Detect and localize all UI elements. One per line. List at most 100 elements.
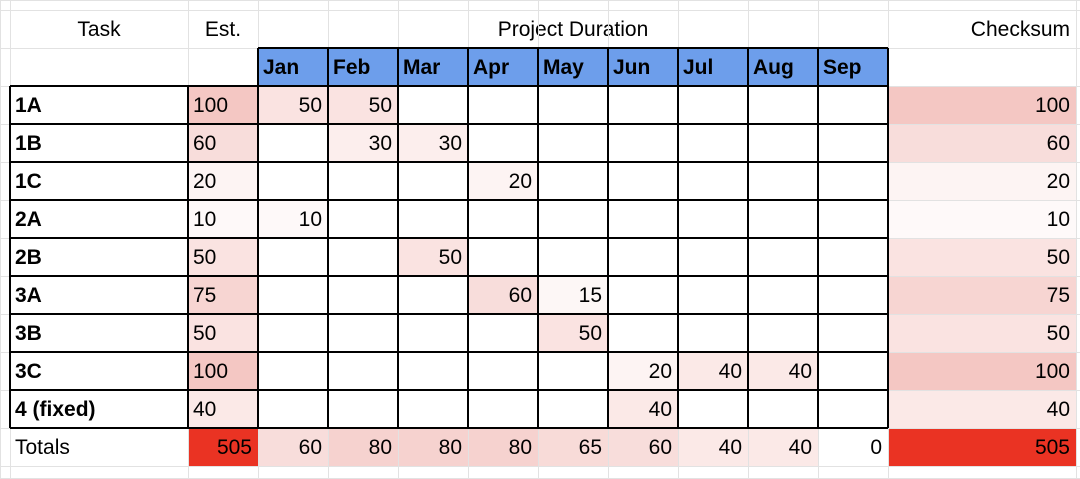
month-value-cell[interactable] bbox=[258, 238, 328, 276]
month-value-cell[interactable] bbox=[678, 314, 748, 352]
month-value-cell[interactable] bbox=[538, 238, 608, 276]
month-header-jun[interactable]: Jun bbox=[608, 48, 678, 86]
header-project-duration[interactable]: Project Duration bbox=[497, 17, 649, 41]
month-value-cell[interactable] bbox=[468, 238, 538, 276]
month-value-cell[interactable] bbox=[398, 162, 468, 200]
est-cell[interactable]: 20 bbox=[188, 162, 258, 200]
totals-month-cell[interactable]: 60 bbox=[258, 428, 328, 466]
checksum-cell[interactable]: 10 bbox=[888, 200, 1076, 238]
totals-est-cell[interactable]: 505 bbox=[188, 428, 258, 466]
month-header-may[interactable]: May bbox=[538, 48, 608, 86]
month-value-cell[interactable] bbox=[258, 314, 328, 352]
month-value-cell[interactable] bbox=[538, 124, 608, 162]
totals-month-cell[interactable]: 0 bbox=[870, 435, 882, 459]
month-value-cell[interactable] bbox=[748, 124, 818, 162]
task-name-cell[interactable]: 4 (fixed) bbox=[15, 397, 96, 421]
month-value-cell[interactable] bbox=[608, 124, 678, 162]
month-value-cell[interactable] bbox=[678, 390, 748, 428]
checksum-cell[interactable]: 100 bbox=[888, 86, 1076, 124]
month-value-cell[interactable]: 60 bbox=[468, 276, 538, 314]
month-value-cell[interactable] bbox=[328, 238, 398, 276]
checksum-cell[interactable]: 50 bbox=[888, 314, 1076, 352]
month-value-cell[interactable] bbox=[398, 200, 468, 238]
header-est[interactable]: Est. bbox=[204, 17, 242, 41]
checksum-cell[interactable]: 20 bbox=[888, 162, 1076, 200]
month-value-cell[interactable] bbox=[608, 276, 678, 314]
month-value-cell[interactable]: 50 bbox=[258, 86, 328, 124]
totals-checksum-cell[interactable]: 505 bbox=[888, 428, 1076, 466]
checksum-cell[interactable]: 60 bbox=[888, 124, 1076, 162]
month-value-cell[interactable]: 30 bbox=[398, 124, 468, 162]
totals-month-cell[interactable]: 60 bbox=[608, 428, 678, 466]
month-value-cell[interactable] bbox=[258, 352, 328, 390]
month-value-cell[interactable] bbox=[538, 86, 608, 124]
month-value-cell[interactable] bbox=[608, 162, 678, 200]
month-header-jan[interactable]: Jan bbox=[258, 48, 328, 86]
month-value-cell[interactable] bbox=[818, 200, 888, 238]
month-value-cell[interactable] bbox=[258, 162, 328, 200]
month-value-cell[interactable] bbox=[398, 314, 468, 352]
month-value-cell[interactable] bbox=[398, 390, 468, 428]
month-value-cell[interactable] bbox=[818, 352, 888, 390]
month-value-cell[interactable] bbox=[328, 352, 398, 390]
month-value-cell[interactable] bbox=[608, 238, 678, 276]
est-cell[interactable]: 75 bbox=[188, 276, 258, 314]
month-value-cell[interactable] bbox=[678, 200, 748, 238]
month-value-cell[interactable] bbox=[328, 162, 398, 200]
month-value-cell[interactable] bbox=[538, 352, 608, 390]
month-header-aug[interactable]: Aug bbox=[748, 48, 818, 86]
month-value-cell[interactable] bbox=[678, 124, 748, 162]
est-cell[interactable]: 50 bbox=[188, 314, 258, 352]
month-value-cell[interactable] bbox=[328, 390, 398, 428]
month-value-cell[interactable] bbox=[328, 314, 398, 352]
month-value-cell[interactable]: 40 bbox=[608, 390, 678, 428]
month-value-cell[interactable] bbox=[608, 314, 678, 352]
month-value-cell[interactable]: 50 bbox=[328, 86, 398, 124]
month-value-cell[interactable] bbox=[748, 200, 818, 238]
month-value-cell[interactable] bbox=[678, 86, 748, 124]
totals-month-cell[interactable]: 65 bbox=[538, 428, 608, 466]
month-value-cell[interactable]: 50 bbox=[398, 238, 468, 276]
month-value-cell[interactable] bbox=[608, 200, 678, 238]
month-value-cell[interactable] bbox=[818, 276, 888, 314]
checksum-cell[interactable]: 40 bbox=[888, 390, 1076, 428]
month-value-cell[interactable] bbox=[678, 162, 748, 200]
totals-month-cell[interactable]: 80 bbox=[398, 428, 468, 466]
totals-month-cell[interactable]: 80 bbox=[328, 428, 398, 466]
month-value-cell[interactable]: 50 bbox=[538, 314, 608, 352]
month-value-cell[interactable] bbox=[818, 86, 888, 124]
month-header-mar[interactable]: Mar bbox=[398, 48, 468, 86]
est-cell[interactable]: 60 bbox=[188, 124, 258, 162]
checksum-cell[interactable]: 100 bbox=[888, 352, 1076, 390]
month-value-cell[interactable] bbox=[398, 86, 468, 124]
totals-month-cell[interactable]: 40 bbox=[678, 428, 748, 466]
month-value-cell[interactable] bbox=[468, 314, 538, 352]
month-value-cell[interactable] bbox=[328, 276, 398, 314]
month-value-cell[interactable]: 40 bbox=[678, 352, 748, 390]
month-header-apr[interactable]: Apr bbox=[468, 48, 538, 86]
month-value-cell[interactable] bbox=[468, 86, 538, 124]
header-checksum[interactable]: Checksum bbox=[970, 17, 1070, 41]
month-value-cell[interactable] bbox=[818, 238, 888, 276]
task-name-cell[interactable]: 2A bbox=[15, 207, 42, 231]
month-value-cell[interactable] bbox=[818, 162, 888, 200]
month-value-cell[interactable]: 30 bbox=[328, 124, 398, 162]
task-name-cell[interactable]: 1C bbox=[15, 169, 42, 193]
month-value-cell[interactable] bbox=[748, 86, 818, 124]
month-value-cell[interactable] bbox=[748, 276, 818, 314]
month-value-cell[interactable] bbox=[468, 200, 538, 238]
month-value-cell[interactable] bbox=[748, 390, 818, 428]
month-value-cell[interactable] bbox=[748, 162, 818, 200]
month-value-cell[interactable]: 10 bbox=[258, 200, 328, 238]
month-value-cell[interactable]: 20 bbox=[468, 162, 538, 200]
month-value-cell[interactable] bbox=[678, 238, 748, 276]
totals-month-cell[interactable]: 40 bbox=[748, 428, 818, 466]
month-value-cell[interactable] bbox=[468, 124, 538, 162]
month-header-jul[interactable]: Jul bbox=[678, 48, 748, 86]
month-value-cell[interactable] bbox=[398, 352, 468, 390]
est-cell[interactable]: 10 bbox=[188, 200, 258, 238]
month-value-cell[interactable]: 15 bbox=[538, 276, 608, 314]
task-name-cell[interactable]: 3A bbox=[15, 283, 42, 307]
month-header-sep[interactable]: Sep bbox=[818, 48, 888, 86]
month-value-cell[interactable] bbox=[678, 276, 748, 314]
